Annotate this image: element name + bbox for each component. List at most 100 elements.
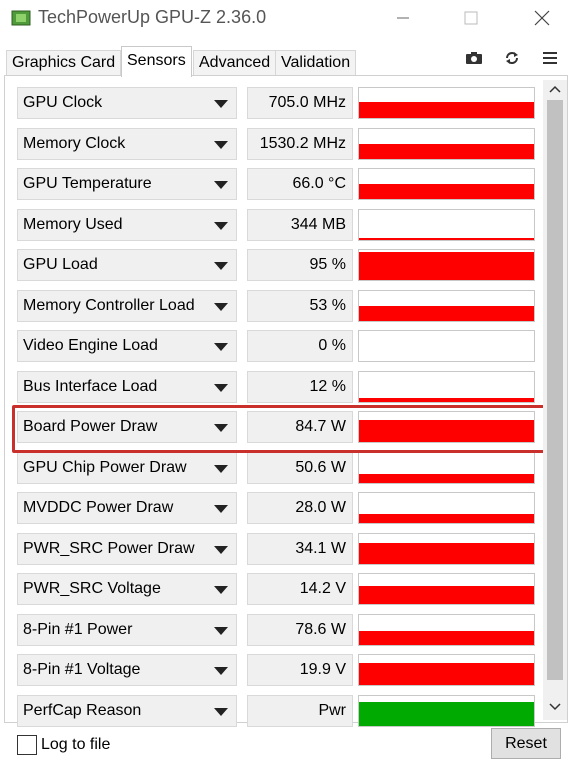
sensor-label: Memory Clock <box>23 134 126 152</box>
sensor-value-box: 78.6 W <box>247 613 353 646</box>
sensor-label: GPU Chip Power Draw <box>23 458 187 476</box>
dropdown-arrow-icon[interactable] <box>214 424 228 432</box>
sensor-graph <box>358 492 535 524</box>
sensor-label-dropdown[interactable]: 8-Pin #1 Voltage <box>17 654 237 686</box>
sensor-value: 1530.2 MHz <box>259 134 346 152</box>
refresh-icon <box>506 52 518 64</box>
dropdown-arrow-icon[interactable] <box>214 383 228 392</box>
refresh-button[interactable] <box>500 47 524 69</box>
sensor-label: GPU Temperature <box>23 175 152 192</box>
sensor-label-dropdown[interactable]: Board Power Draw <box>17 411 237 443</box>
screenshot-button[interactable] <box>462 47 486 69</box>
dropdown-arrow-icon[interactable] <box>214 667 228 675</box>
sensor-graph-fill <box>359 101 534 118</box>
dropdown-arrow-icon[interactable] <box>214 221 228 230</box>
dropdown-arrow-icon[interactable] <box>214 626 228 635</box>
scrollbar[interactable] <box>543 80 567 720</box>
sensor-graph <box>358 87 535 119</box>
minimize-button[interactable] <box>380 0 426 36</box>
sensor-value: 84.7 W <box>295 418 346 435</box>
dropdown-arrow-icon[interactable] <box>214 464 228 473</box>
sensor-label: Memory Controller Load <box>23 296 195 314</box>
sensor-label-dropdown[interactable]: PerfCap Reason <box>17 694 237 727</box>
dropdown-arrow-icon[interactable] <box>214 100 228 108</box>
sensor-label-dropdown[interactable]: 8-Pin #1 Power <box>17 613 237 646</box>
sensor-value: 50.6 W <box>295 458 346 476</box>
sensor-label: PerfCap Reason <box>23 701 142 719</box>
sensor-value-box: Pwr <box>247 694 353 727</box>
sensor-label: Bus Interface Load <box>23 377 158 395</box>
camera-icon <box>466 52 482 64</box>
sensor-graph-fill <box>359 184 534 199</box>
chevron-down-icon[interactable] <box>549 702 561 712</box>
sensor-label-dropdown[interactable]: Video Engine Load <box>17 330 237 362</box>
sensor-label: PWR_SRC Voltage <box>23 580 161 597</box>
dropdown-arrow-icon[interactable] <box>214 262 228 270</box>
title-bar: TechPowerUp GPU-Z 2.36.0 <box>0 0 572 36</box>
sensor-graph <box>358 208 535 241</box>
chevron-up-icon[interactable] <box>549 84 561 94</box>
log-to-file-checkbox[interactable] <box>17 735 37 755</box>
sensor-label-dropdown[interactable]: GPU Temperature <box>17 168 237 200</box>
tab-sensors[interactable]: Sensors <box>121 46 192 77</box>
dropdown-arrow-icon[interactable] <box>214 586 228 594</box>
sensor-graph <box>358 249 535 281</box>
sensor-label: GPU Load <box>23 256 98 273</box>
sensor-label-dropdown[interactable]: GPU Clock <box>17 87 237 119</box>
menu-button[interactable] <box>538 47 562 69</box>
sensor-label-dropdown[interactable]: Memory Used <box>17 208 237 241</box>
sensor-label-dropdown[interactable]: GPU Chip Power Draw <box>17 451 237 484</box>
sensor-value-box: 14.2 V <box>247 573 353 605</box>
sensor-value-box: 84.7 W <box>247 411 353 443</box>
sensor-graph-fill <box>359 397 534 402</box>
dropdown-arrow-icon[interactable] <box>214 302 228 311</box>
sensor-label-dropdown[interactable]: GPU Load <box>17 249 237 281</box>
window-title: TechPowerUp GPU-Z 2.36.0 <box>38 7 267 27</box>
sensor-label-dropdown[interactable]: PWR_SRC Power Draw <box>17 532 237 565</box>
sensor-label-dropdown[interactable]: Memory Controller Load <box>17 289 237 322</box>
dropdown-arrow-icon[interactable] <box>214 505 228 513</box>
sensor-label: Video Engine Load <box>23 337 158 354</box>
dropdown-arrow-icon[interactable] <box>214 545 228 554</box>
tab-advanced[interactable]: Advanced <box>193 50 277 76</box>
tab-graphics-card[interactable]: Graphics Card <box>6 50 122 76</box>
sensor-graph-fill <box>359 701 534 726</box>
maximize-button[interactable] <box>448 0 494 36</box>
sensor-value: 19.9 V <box>299 661 346 678</box>
sensor-graph-fill <box>359 514 534 523</box>
sensor-graph <box>358 411 535 443</box>
sensor-graph-fill <box>359 419 534 442</box>
sensor-value: 34.1 W <box>295 539 346 557</box>
tab-validation[interactable]: Validation <box>275 50 357 76</box>
sensor-value-box: 12 % <box>247 370 353 403</box>
sensor-value: 12 % <box>309 377 346 395</box>
sensor-label-dropdown[interactable]: Memory Clock <box>17 127 237 160</box>
sensor-value: 14.2 V <box>299 580 346 597</box>
sensor-label-dropdown[interactable]: PWR_SRC Voltage <box>17 573 237 605</box>
sensor-graph <box>358 532 535 565</box>
sensor-value-box: 705.0 MHz <box>247 87 353 119</box>
sensor-value: 0 % <box>318 337 346 354</box>
sensor-label: 8-Pin #1 Voltage <box>23 661 141 678</box>
sensor-value-box: 0 % <box>247 330 353 362</box>
sensor-label-dropdown[interactable]: Bus Interface Load <box>17 370 237 403</box>
close-button[interactable] <box>518 0 564 36</box>
dropdown-arrow-icon[interactable] <box>214 140 228 149</box>
sensor-value: 95 % <box>309 256 346 273</box>
sensor-graph-fill <box>359 238 534 240</box>
reset-button[interactable]: Reset <box>491 728 561 759</box>
sensor-value: 705.0 MHz <box>268 94 346 111</box>
sensor-label-dropdown[interactable]: MVDDC Power Draw <box>17 492 237 524</box>
sensor-value-box: 1530.2 MHz <box>247 127 353 160</box>
maximize-icon <box>464 11 478 25</box>
sensor-label: GPU Clock <box>23 94 103 111</box>
scroll-thumb[interactable] <box>547 100 563 680</box>
sensor-value: 344 MB <box>290 215 346 233</box>
close-icon <box>534 10 550 26</box>
sensor-graph-fill <box>359 143 534 159</box>
dropdown-arrow-icon[interactable] <box>214 181 228 189</box>
dropdown-arrow-icon[interactable] <box>214 343 228 351</box>
dropdown-arrow-icon[interactable] <box>214 707 228 716</box>
sensor-label: PWR_SRC Power Draw <box>23 539 195 557</box>
sensor-graph <box>358 168 535 200</box>
